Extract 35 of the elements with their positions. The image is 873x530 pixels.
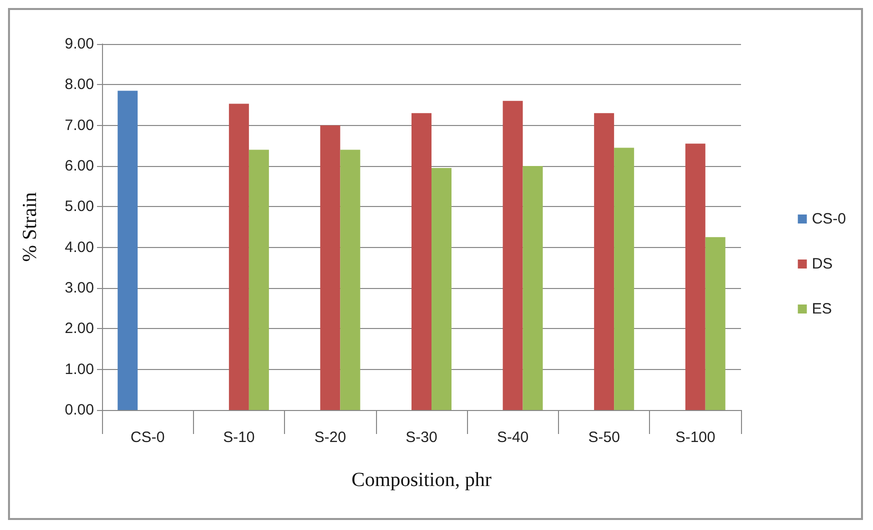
x-tick-label: S-100 [675,429,716,446]
x-tick-label: S-40 [496,429,529,446]
y-tick-label: 4.00 [64,238,94,256]
bar [594,113,614,410]
x-axis-title: Composition, phr [351,469,492,491]
legend-label: ES [812,300,832,318]
y-tick-label: 1.00 [64,360,94,378]
y-tick-label: 3.00 [64,280,94,296]
y-tick-label: 7.00 [64,116,94,134]
legend-label: CS-0 [812,210,846,228]
y-axis-title: % Strain [19,192,41,262]
bar [118,90,138,410]
x-tick-label: S-20 [314,429,346,446]
bar [412,113,432,410]
bar [432,168,452,410]
bar [228,104,249,410]
x-tick-label: CS-0 [130,429,165,446]
bar [685,144,706,410]
y-tick-label: 6.00 [64,158,94,174]
y-tick-label: 0.00 [64,402,94,418]
bar [248,150,269,410]
bar [340,150,360,410]
y-tick-label: 2.00 [64,320,94,338]
x-tick-label: S-30 [406,429,438,446]
y-tick-label: 5.00 [64,198,94,216]
legend-label: DS [812,256,833,272]
bar [502,100,523,410]
x-tick-label: S-50 [588,429,620,446]
x-tick-label: S-10 [223,429,255,446]
bar [522,166,543,410]
bar [320,125,340,410]
y-tick-label: 8.00 [64,76,94,94]
y-tick-label: 9.00 [64,36,94,52]
bar [705,237,726,410]
bar [614,148,634,410]
